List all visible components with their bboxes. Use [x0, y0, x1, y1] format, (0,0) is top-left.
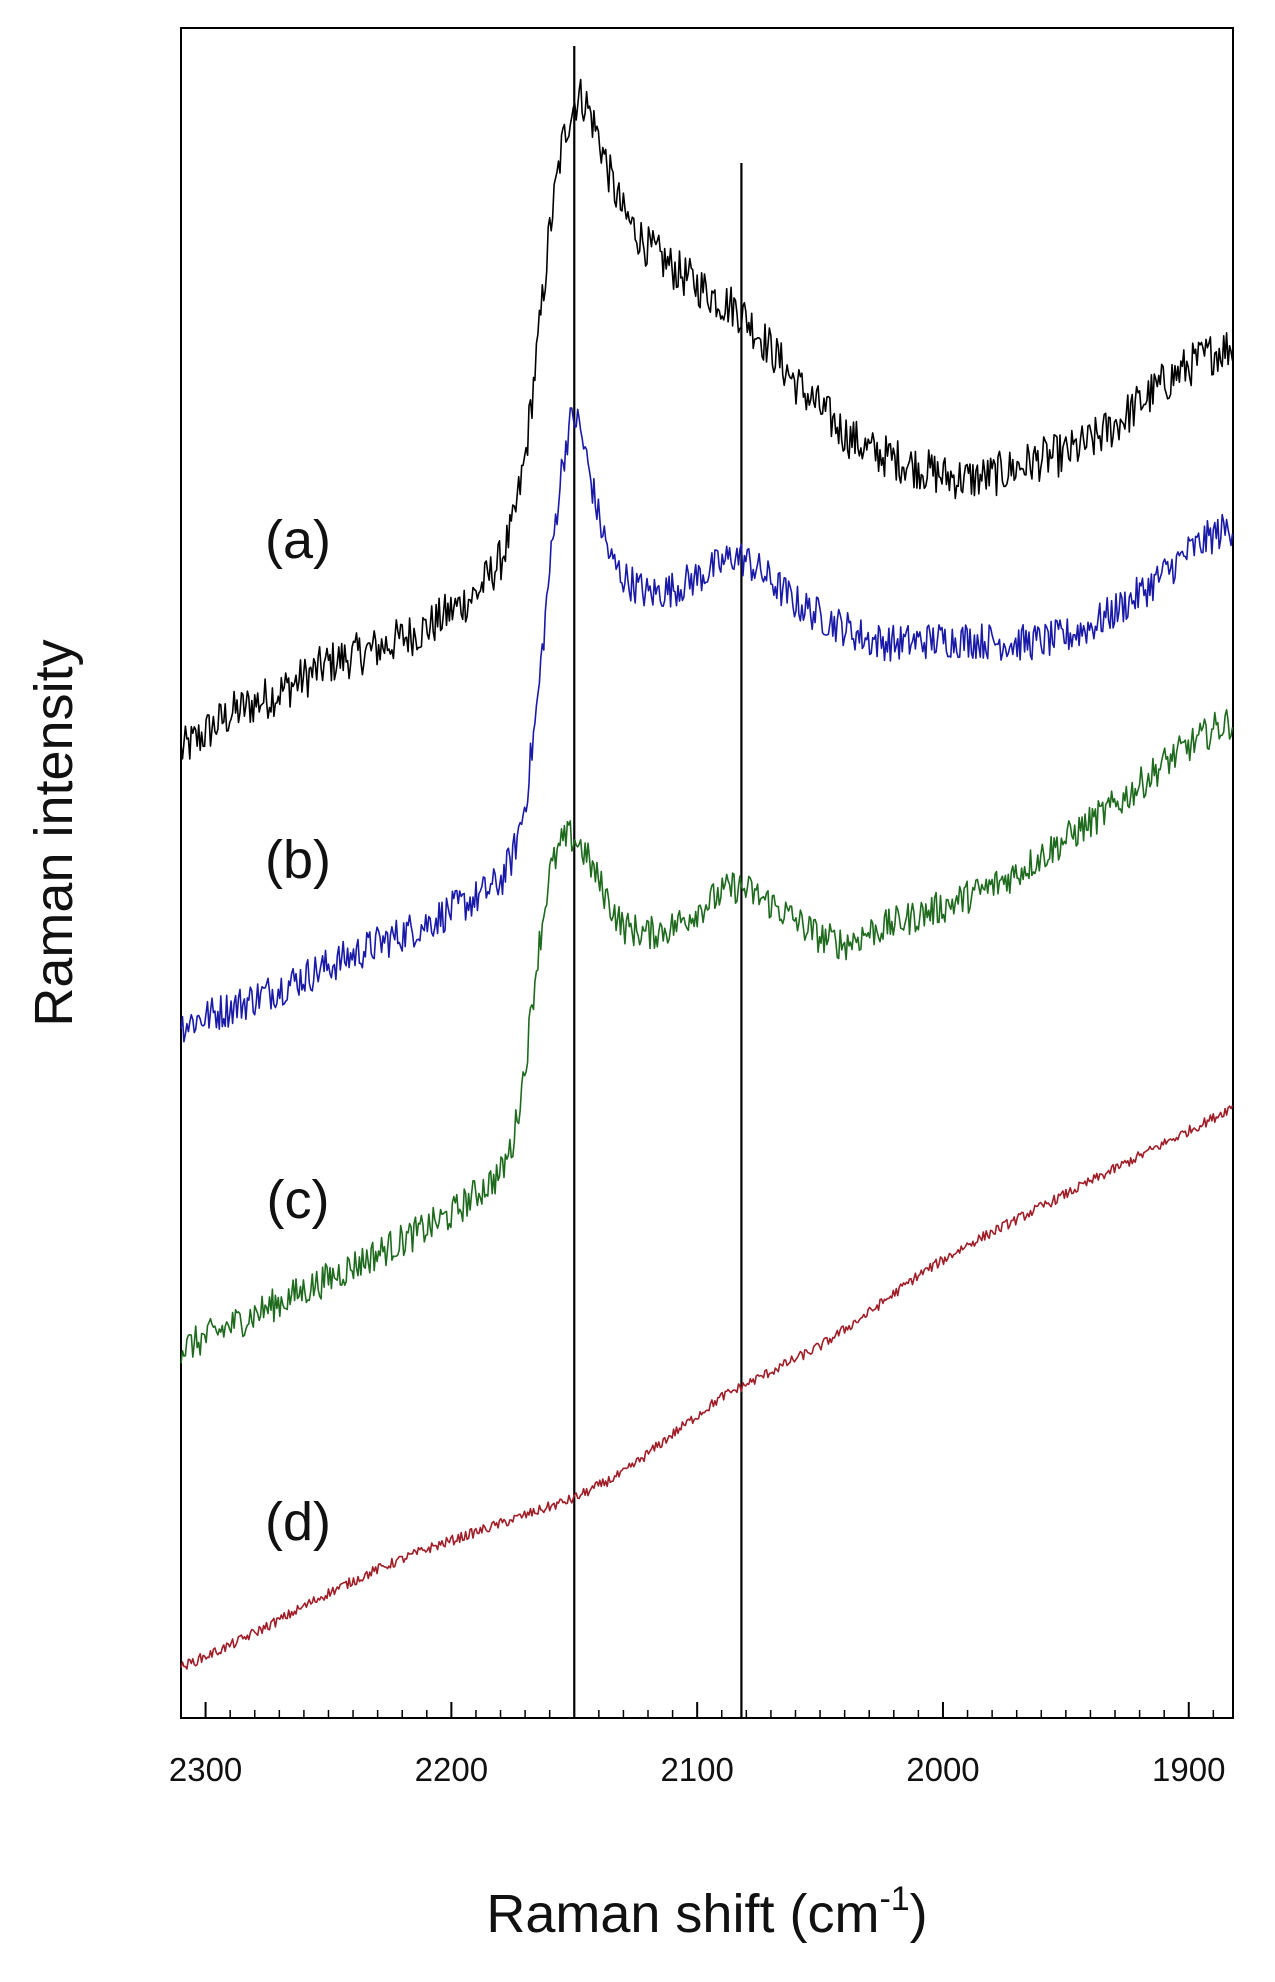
- x-tick-label-2100: 2100: [660, 1751, 733, 1788]
- x-axis-title-main: Raman shift (cm: [486, 1884, 879, 1944]
- x-tick-label-2000: 2000: [906, 1751, 979, 1788]
- x-tick-label-2200: 2200: [415, 1751, 488, 1788]
- series-layer: [180, 78, 1234, 1670]
- x-axis-title: Raman shift (cm-1): [486, 1880, 927, 1944]
- x-axis-title-close: ): [910, 1884, 928, 1944]
- curve-labels: (a) (b) (c) (d): [265, 510, 331, 1552]
- x-tick-label-2300: 2300: [169, 1751, 242, 1788]
- curve-label-b: (b): [265, 830, 331, 890]
- series-line-a: [180, 78, 1234, 760]
- series-line-c: [180, 708, 1234, 1364]
- curve-label-a: (a): [265, 510, 331, 570]
- reference-lines: [573, 46, 743, 1718]
- plot-frame: [180, 27, 1234, 1719]
- curve-label-c: (c): [267, 1170, 330, 1230]
- plot-border: [180, 27, 1234, 1719]
- series-line-d: [180, 1105, 1234, 1670]
- curve-label-d: (d): [265, 1492, 331, 1552]
- series-line-b: [180, 407, 1234, 1043]
- y-axis-title: Raman intensity: [24, 639, 84, 1026]
- x-axis-title-sup: -1: [879, 1880, 909, 1918]
- x-tick-label-1900: 1900: [1152, 1751, 1225, 1788]
- x-axis: 2300 2200 2100 2000 1900: [169, 1702, 1225, 1788]
